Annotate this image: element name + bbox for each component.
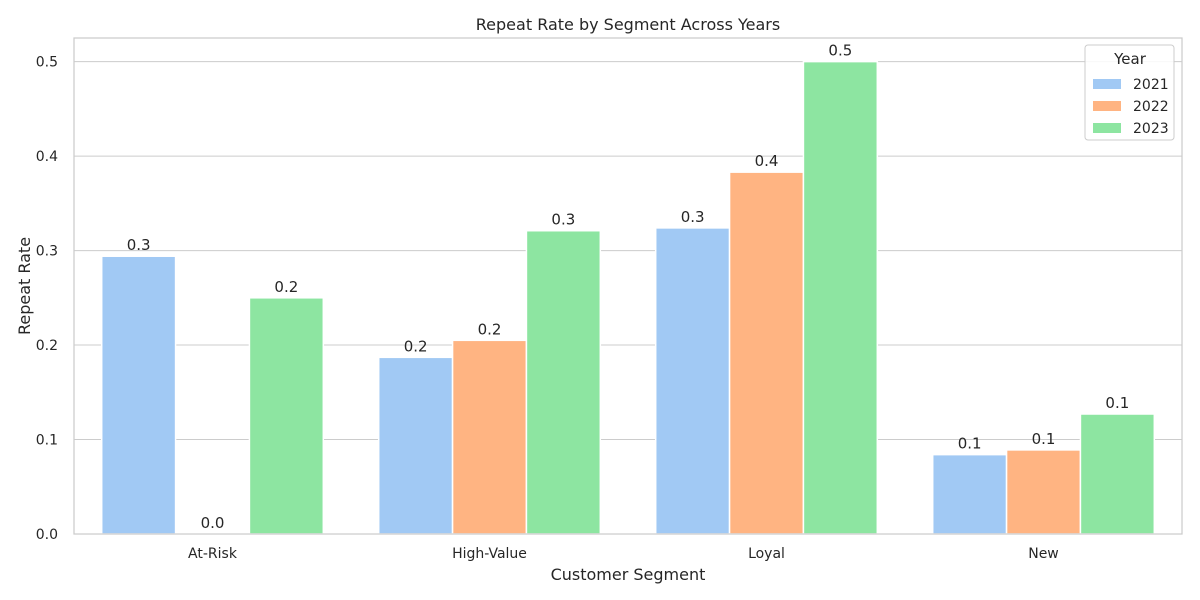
data-label: 0.3 (551, 211, 575, 229)
y-tick-label: 0.0 (36, 527, 58, 543)
legend-label-2022: 2022 (1133, 99, 1169, 115)
y-axis-title: Repeat Rate (15, 237, 34, 335)
legend-box (1084, 44, 1175, 141)
y-tick-label: 0.4 (36, 149, 58, 165)
data-label: 0.1 (1032, 430, 1056, 448)
x-axis-title: Customer Segment (551, 565, 706, 584)
data-label: 0.0 (201, 514, 225, 532)
bar-2023-at-risk (248, 297, 325, 535)
bar-2021-loyal (654, 227, 731, 535)
x-tick-label: At-Risk (188, 546, 238, 562)
data-label: 0.1 (958, 435, 982, 453)
legend-title: Year (1113, 50, 1147, 68)
x-tick-label: Loyal (748, 546, 785, 562)
data-label: 0.2 (274, 278, 298, 296)
y-tick-label: 0.3 (36, 244, 58, 260)
bar-2021-at-risk (100, 255, 177, 535)
bar-2023-loyal (802, 60, 879, 535)
legend-swatch-2021 (1093, 79, 1121, 89)
bar-2021-high-value (377, 356, 454, 535)
y-tick-label: 0.1 (36, 433, 58, 449)
chart-title: Repeat Rate by Segment Across Years (476, 15, 780, 34)
legend-label-2023: 2023 (1133, 121, 1169, 137)
bar-2021-new (931, 453, 1008, 535)
bar-2023-high-value (525, 229, 602, 535)
legend-swatch-2022 (1093, 101, 1121, 111)
data-label: 0.3 (681, 208, 705, 226)
plot-frame (73, 37, 1183, 535)
bar-2022-high-value (451, 339, 528, 535)
bars (100, 60, 1156, 535)
y-tick-labels: 0.0 0.1 0.2 0.3 0.4 0.5 (36, 55, 58, 543)
x-tick-labels: At-Risk High-Value Loyal New (188, 546, 1059, 562)
bar-2023-new (1079, 413, 1156, 535)
data-label: 0.5 (828, 42, 852, 60)
data-label: 0.3 (127, 236, 151, 254)
x-tick-label: New (1028, 546, 1059, 562)
data-label: 0.4 (755, 152, 779, 170)
bar-2022-loyal (728, 171, 805, 535)
y-tick-label: 0.5 (36, 55, 58, 71)
data-label: 0.2 (478, 320, 502, 338)
data-label: 0.2 (404, 337, 428, 355)
y-tick-label: 0.2 (36, 338, 58, 354)
x-tick-label: High-Value (452, 546, 527, 562)
data-label: 0.1 (1105, 394, 1129, 412)
legend: Year 2021 2022 2023 (1084, 44, 1175, 141)
data-labels: 0.3 0.0 0.2 0.2 0.2 0.3 0.3 0.4 0.5 0.1 0.1 0.1 (127, 42, 1130, 532)
bar-2022-new (1005, 449, 1082, 535)
legend-swatch-2023 (1093, 123, 1121, 133)
legend-label-2021: 2021 (1133, 77, 1169, 93)
